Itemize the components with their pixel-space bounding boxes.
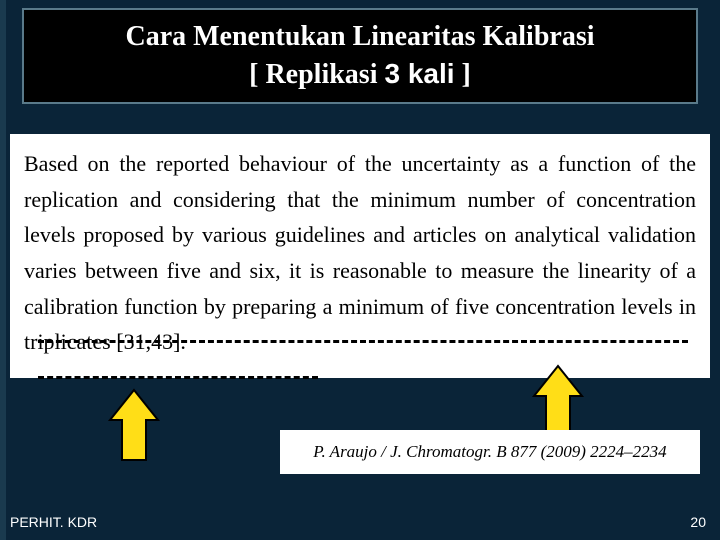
title-line1: Cara Menentukan Linearitas Kalibrasi [125,19,594,55]
title-line2-kali: 3 kali [384,58,454,89]
body-text-content: Based on the reported behaviour of the u… [24,151,696,354]
footer-left: PERHIT. KDR [10,514,97,530]
title-line2: [ Replikasi 3 kali ] [249,56,471,93]
emphasis-underline-2 [38,376,318,379]
callout-arrow-1 [106,388,162,466]
slide-left-edge [0,0,6,540]
citation-box: P. Araujo / J. Chromatogr. B 877 (2009) … [280,430,700,474]
citation-text: P. Araujo / J. Chromatogr. B 877 (2009) … [313,442,666,462]
emphasis-underline-1 [38,340,688,343]
arrow-up-icon [106,388,162,466]
page-number: 20 [690,514,706,530]
title-line2-suffix: ] [455,59,471,90]
title-banner: Cara Menentukan Linearitas Kalibrasi [ R… [22,8,698,104]
title-line2-prefix: [ Replikasi [249,59,384,90]
